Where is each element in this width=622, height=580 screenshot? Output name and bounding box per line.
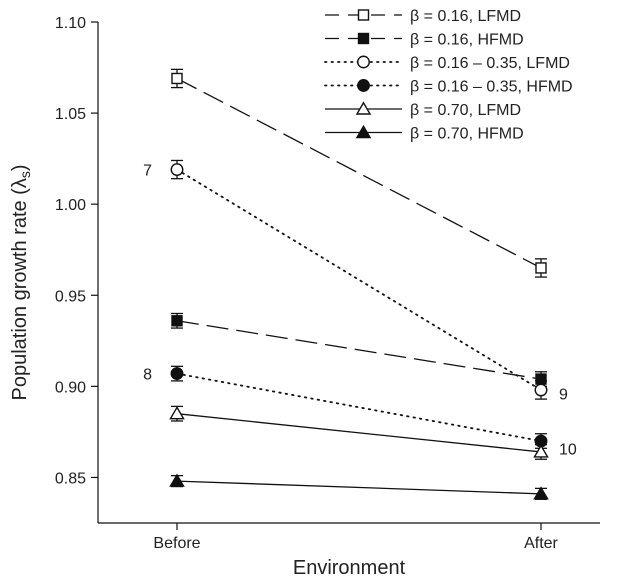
legend-label: β = 0.16, LFMD	[410, 8, 521, 25]
legend-entry: β = 0.16, HFMD	[325, 32, 524, 49]
y-axis-title: Population growth rate (λs)	[9, 164, 33, 400]
data-point	[171, 315, 183, 327]
legend-marker	[355, 124, 372, 139]
y-tick-label: 1.00	[55, 197, 86, 214]
legend-label: β = 0.16 – 0.35, HFMD	[410, 79, 573, 96]
series-2	[171, 312, 547, 388]
x-axis-title: Environment	[293, 557, 406, 579]
series-line	[176, 413, 542, 453]
y-tick-label: 1.05	[55, 106, 86, 123]
data-point	[535, 262, 547, 274]
x-tick-label: Before	[153, 535, 200, 552]
series-5	[169, 405, 549, 460]
y-tick-label: 1.10	[55, 15, 86, 32]
annotation-label: 7	[143, 163, 152, 180]
legend-entry: β = 0.70, LFMD	[325, 101, 521, 119]
y-tick-label: 0.95	[55, 288, 86, 305]
x-tick-label: After	[524, 535, 558, 552]
data-point	[171, 72, 183, 85]
legend-entry: β = 0.16 – 0.35, LFMD	[324, 55, 570, 72]
series-3	[170, 159, 548, 400]
annotation-label: 9	[559, 387, 568, 404]
series-6	[169, 473, 549, 500]
series-line	[176, 372, 542, 442]
legend-label: β = 0.16 – 0.35, LFMD	[410, 55, 570, 72]
series-4	[170, 365, 548, 449]
series-line	[176, 480, 542, 495]
legend-marker	[355, 101, 372, 115]
legend-label: β = 0.70, HFMD	[410, 126, 524, 143]
legend: β = 0.16, LFMD β = 0.16, HFMD β = 0.16 – 0…	[324, 8, 573, 143]
legend-marker	[357, 79, 370, 92]
data-point	[533, 444, 549, 458]
y-axis-title-sub: s	[17, 171, 33, 178]
y-tick-label: 0.85	[55, 470, 86, 487]
data-point	[170, 367, 184, 381]
legend-marker	[357, 32, 370, 45]
y-axis-title-close: )	[9, 164, 31, 171]
y-tick-label: 0.90	[55, 379, 86, 396]
series-line	[176, 77, 542, 269]
series-line	[176, 168, 542, 391]
series-line	[176, 320, 542, 380]
y-axis-title-main: Population growth rate (λ	[9, 178, 31, 400]
annotations: 7 8 9 10	[143, 163, 577, 459]
annotation-label: 8	[143, 367, 152, 384]
legend-label: β = 0.16, HFMD	[410, 32, 524, 49]
axes: 0.85 0.90 0.95 1.00 1.05 1.10 Before After	[55, 15, 600, 552]
legend-label: β = 0.70, LFMD	[410, 102, 521, 119]
legend-marker	[357, 55, 370, 69]
legend-entry: β = 0.16 – 0.35, HFMD	[324, 79, 573, 96]
annotation-label: 10	[559, 441, 577, 458]
data-point	[169, 406, 185, 420]
series-1	[171, 68, 547, 278]
legend-entry: β = 0.70, HFMD	[325, 124, 524, 143]
data-point	[534, 383, 548, 397]
data-point	[533, 486, 549, 500]
data-point	[170, 163, 184, 177]
legend-marker	[357, 9, 370, 21]
legend-entry: β = 0.16, LFMD	[325, 8, 521, 25]
data-point	[169, 473, 185, 487]
series-layer	[169, 68, 549, 500]
